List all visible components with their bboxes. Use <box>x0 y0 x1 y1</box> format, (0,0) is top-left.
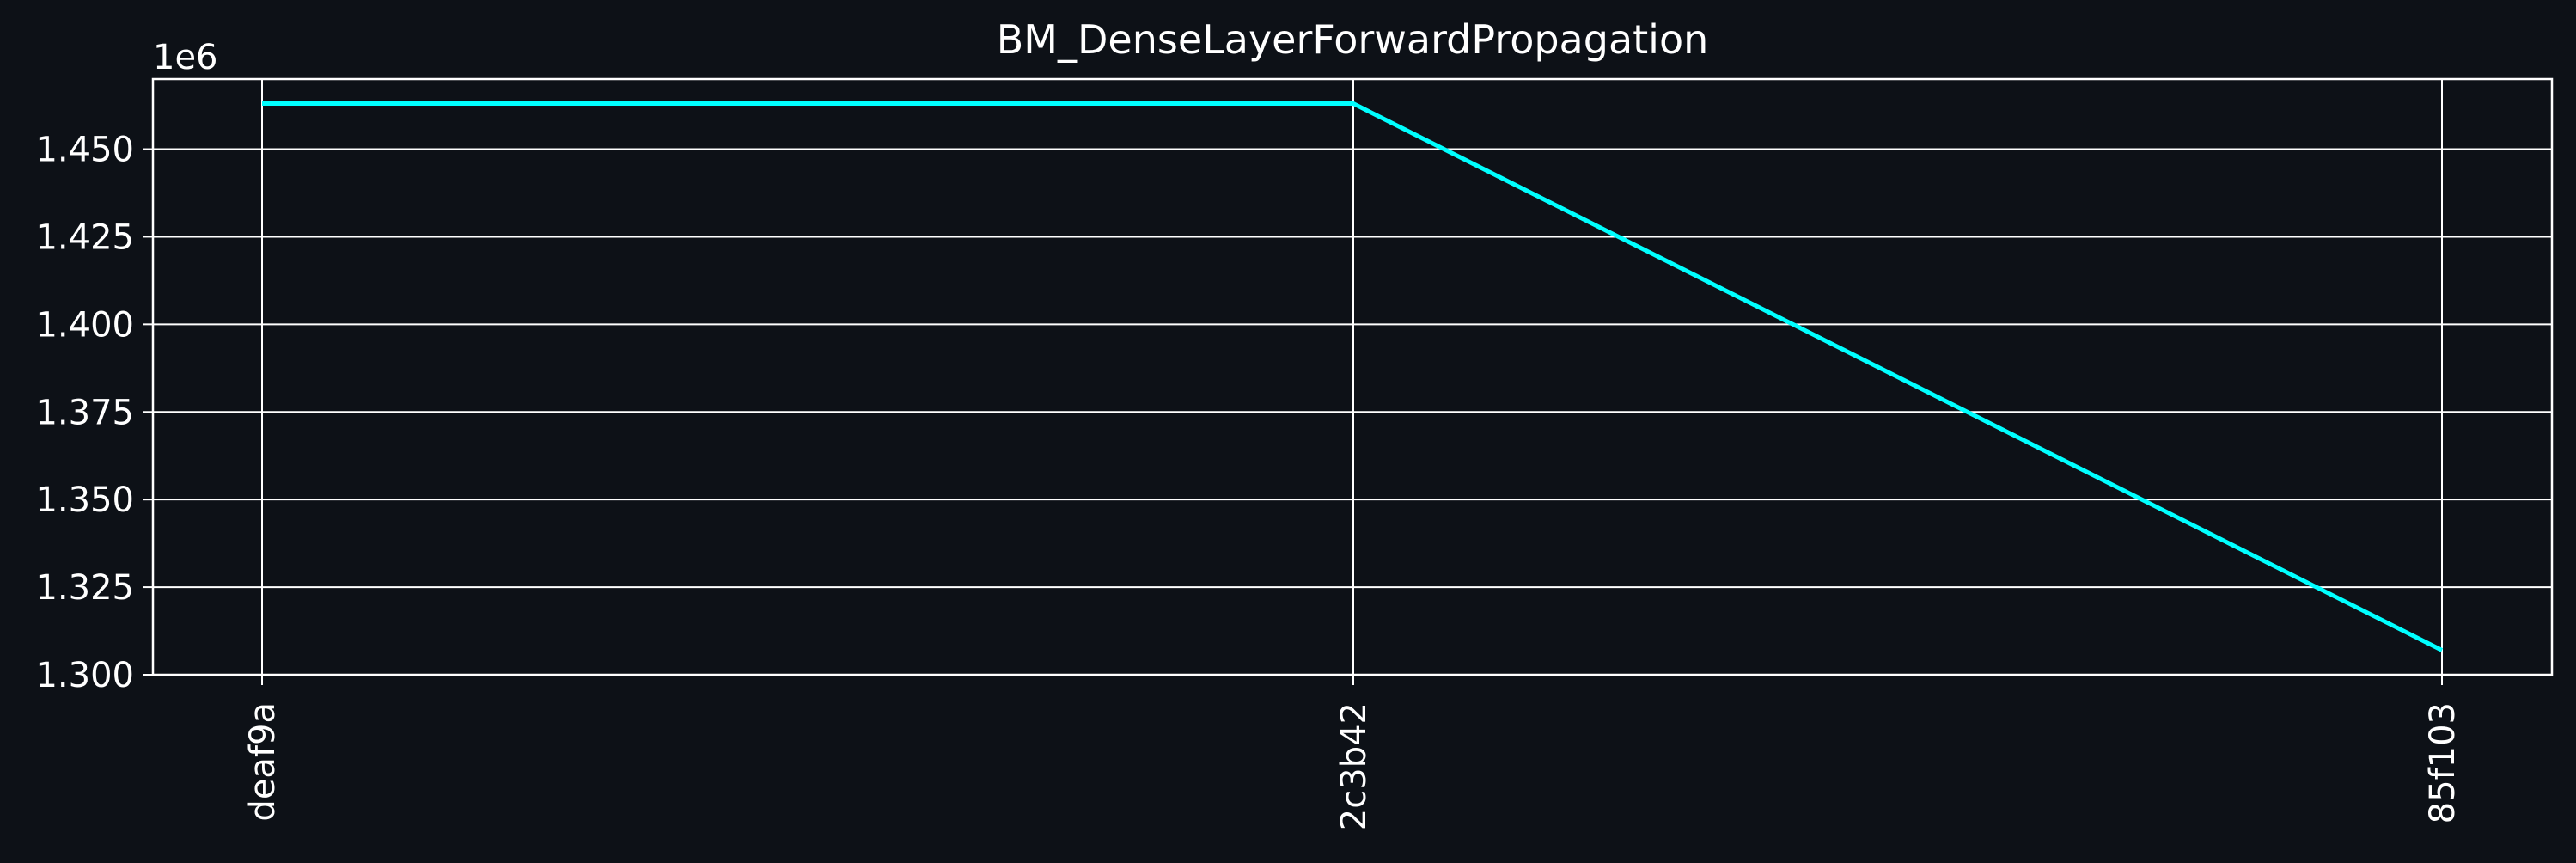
y-tick-label: 1.350 <box>35 480 134 520</box>
chart-title: BM_DenseLayerForwardPropagation <box>997 16 1709 63</box>
grid-lines <box>153 79 2552 675</box>
y-axis-offset-label: 1e6 <box>153 38 218 77</box>
y-tick-label: 1.325 <box>35 568 134 608</box>
axis-ticks: 1.300 1.325 1.350 1.375 1.400 1.425 1.450 deaf9… <box>35 131 2463 831</box>
x-tick-label: deaf9a <box>243 702 283 822</box>
x-tick-label: 2c3b42 <box>1334 702 1374 830</box>
series-line <box>262 104 2442 651</box>
y-tick-label: 1.375 <box>35 393 134 432</box>
y-tick-label: 1.425 <box>35 217 134 257</box>
y-tick-label: 1.400 <box>35 305 134 345</box>
y-tick-label: 1.450 <box>35 131 134 170</box>
x-tick-label: 85f103 <box>2423 702 2463 823</box>
y-tick-label: 1.300 <box>35 656 134 695</box>
series-layer <box>262 104 2442 651</box>
